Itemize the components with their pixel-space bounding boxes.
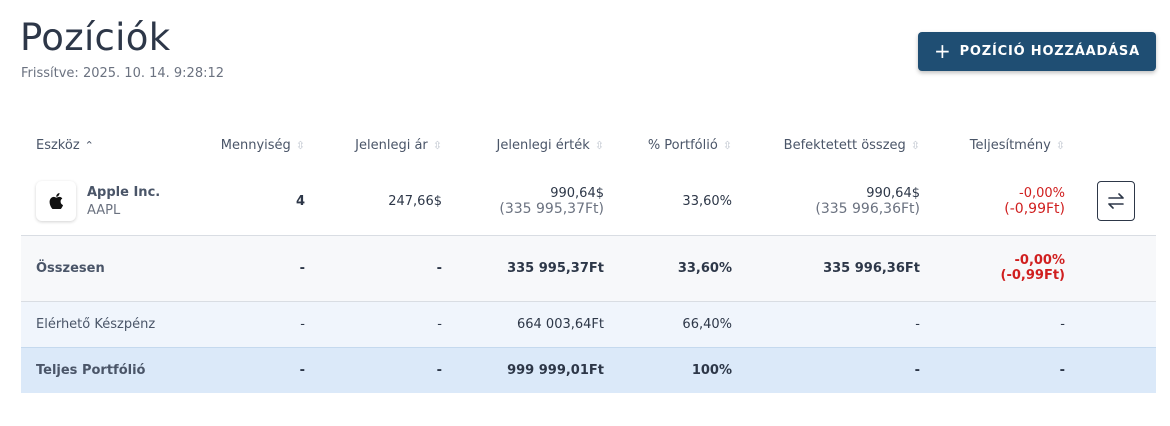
portfolio-value: 999 999,01Ft (442, 347, 604, 393)
plus-icon: + (934, 38, 952, 63)
column-header-invested[interactable]: Befektetett összeg ⇳ (783, 137, 920, 153)
portfolio-invested: - (732, 347, 920, 393)
total-performance-pct: -0,00% (1014, 253, 1066, 268)
asset-name: Apple Inc. (87, 184, 161, 200)
table-header-row: Eszköz ⌃ Mennyiség ⇳ Jelenlegi ár ⇳ Jelenle… (21, 122, 1156, 168)
cash-invested: - (732, 301, 920, 348)
positions-table: Eszköz ⌃ Mennyiség ⇳ Jelenlegi ár ⇳ Jelenle… (21, 122, 1156, 393)
sort-icon: ⇳ (594, 138, 604, 152)
cash-quantity: - (176, 301, 305, 348)
total-portfolio-pct: 33,60% (604, 235, 732, 302)
portfolio-price: - (305, 347, 442, 393)
column-header-performance[interactable]: Teljesítmény ⇳ (969, 137, 1065, 153)
asset-value-huf: (335 995,37Ft) (499, 200, 604, 217)
asset-value: 990,64$ (550, 185, 604, 201)
asset-ticker: AAPL (87, 202, 121, 218)
add-position-label: POZÍCIÓ HOZZÁADÁSA (959, 44, 1140, 59)
table-row-asset[interactable]: Apple Inc. AAPL 4 247,66$ 990,64$ (335 9… (21, 168, 1156, 236)
sort-ascending-icon: ⌃ (84, 138, 94, 152)
sort-icon: ⇳ (1055, 138, 1065, 152)
cash-performance: - (920, 301, 1065, 348)
asset-price: 247,66$ (305, 168, 442, 236)
asset-invested-huf: (335 996,36Ft) (815, 200, 920, 217)
portfolio-label: Teljes Portfólió (21, 347, 176, 393)
total-performance-cell: -0,00% (-0,99Ft) (920, 235, 1066, 302)
asset-value-cell: 990,64$ (335 995,37Ft) (442, 168, 604, 236)
total-label: Összesen (21, 235, 176, 302)
last-updated: Frissítve: 2025. 10. 14. 9:28:12 (21, 66, 225, 81)
sort-icon: ⇳ (432, 138, 442, 152)
asset-cell: Apple Inc. AAPL (21, 168, 176, 236)
cash-price: - (305, 301, 442, 348)
total-price: - (305, 235, 442, 302)
asset-performance-huf: (-0,99Ft) (1004, 200, 1065, 217)
table-row-total: Összesen - - 335 995,37Ft 33,60% 335 996… (21, 235, 1156, 302)
total-value: 335 995,37Ft (442, 235, 604, 302)
column-header-price[interactable]: Jelenlegi ár ⇳ (355, 137, 442, 153)
portfolio-quantity: - (176, 347, 305, 393)
column-header-value[interactable]: Jelenlegi érték ⇳ (496, 137, 604, 153)
asset-quantity: 4 (176, 168, 305, 236)
sort-icon: ⇳ (722, 138, 732, 152)
cash-portfolio-pct: 66,40% (604, 301, 732, 348)
cash-label: Elérhető Készpénz (21, 301, 176, 348)
asset-portfolio-pct: 33,60% (604, 168, 732, 236)
add-position-button[interactable]: + POZÍCIÓ HOZZÁADÁSA (918, 32, 1156, 71)
total-performance-huf: (-0,99Ft) (1000, 268, 1065, 283)
sort-icon: ⇳ (910, 138, 920, 152)
asset-performance-pct: -0,00% (1019, 185, 1065, 201)
total-quantity: - (176, 235, 305, 302)
swap-position-button[interactable] (1097, 181, 1135, 222)
swap-arrows-icon (1108, 193, 1124, 210)
asset-actions-cell (1065, 168, 1156, 236)
table-row-portfolio: Teljes Portfólió - - 999 999,01Ft 100% -… (21, 347, 1156, 393)
column-header-portfolio-pct[interactable]: % Portfólió ⇳ (647, 137, 732, 153)
asset-performance-cell: -0,00% (-0,99Ft) (920, 168, 1065, 236)
total-invested: 335 996,36Ft (732, 235, 920, 302)
sort-icon: ⇳ (295, 138, 305, 152)
portfolio-pct: 100% (604, 347, 732, 393)
asset-invested: 990,64$ (866, 185, 920, 201)
portfolio-performance: - (920, 347, 1065, 393)
table-row-cash: Elérhető Készpénz - - 664 003,64Ft 66,40… (21, 301, 1156, 348)
column-header-actions (1065, 122, 1156, 168)
page-title: Pozíciók (20, 16, 171, 59)
apple-logo-icon (36, 181, 76, 222)
column-header-quantity[interactable]: Mennyiség ⇳ (220, 137, 305, 153)
cash-value: 664 003,64Ft (442, 301, 604, 348)
asset-invested-cell: 990,64$ (335 996,36Ft) (732, 168, 920, 236)
column-header-asset[interactable]: Eszköz ⌃ (36, 137, 94, 153)
